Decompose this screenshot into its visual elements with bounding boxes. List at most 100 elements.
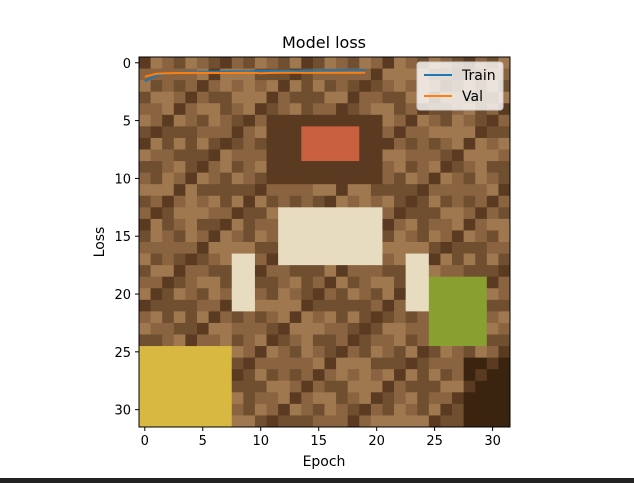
- image-pixel: [440, 114, 453, 127]
- image-pixel: [243, 114, 256, 127]
- x-tick-label: 10: [252, 434, 269, 449]
- image-pixel: [312, 334, 325, 347]
- image-pixel: [208, 207, 221, 220]
- image-pixel: [139, 207, 151, 220]
- image-pixel: [440, 195, 453, 208]
- image-pixel: [498, 161, 511, 174]
- image-pixel: [278, 195, 291, 208]
- image-pixel: [394, 172, 407, 185]
- image-pixel: [417, 253, 430, 266]
- image-pixel: [382, 253, 395, 266]
- image-pixel: [278, 311, 291, 324]
- image-pixel: [173, 380, 186, 393]
- image-pixel: [289, 68, 302, 81]
- y-tick-label: 20: [114, 288, 131, 303]
- image-pixel: [428, 357, 441, 370]
- image-pixel: [220, 299, 233, 312]
- image-pixel: [278, 114, 291, 127]
- image-pixel: [301, 103, 314, 116]
- image-pixel: [324, 242, 337, 254]
- image-pixel: [220, 207, 233, 220]
- image-pixel: [428, 322, 441, 335]
- image-pixel: [266, 242, 279, 254]
- image-pixel: [475, 415, 488, 428]
- image-pixel: [336, 334, 349, 347]
- image-pixel: [266, 195, 279, 208]
- image-pixel: [150, 415, 163, 428]
- image-pixel: [486, 369, 499, 382]
- image-pixel: [417, 334, 430, 347]
- image-pixel: [208, 172, 221, 185]
- image-pixel: [162, 184, 175, 197]
- image-pixel: [312, 369, 325, 382]
- image-pixel: [405, 172, 418, 185]
- image-pixel: [301, 253, 314, 266]
- image-pixel: [208, 137, 221, 150]
- image-pixel: [312, 184, 325, 197]
- image-pixel: [196, 415, 209, 428]
- image-pixel: [278, 299, 291, 312]
- image-pixel: [382, 299, 395, 312]
- image-pixel: [243, 172, 256, 185]
- image-pixel: [475, 346, 488, 359]
- image-pixel: [150, 91, 163, 104]
- image-pixel: [173, 207, 186, 220]
- image-pixel: [208, 242, 221, 254]
- image-pixel: [278, 137, 291, 150]
- image-pixel: [359, 357, 372, 370]
- image-pixel: [405, 207, 418, 220]
- image-pixel: [173, 299, 186, 312]
- image-pixel: [196, 265, 209, 278]
- image-pixel: [312, 172, 325, 185]
- image-pixel: [347, 68, 360, 81]
- image-pixel: [347, 207, 360, 220]
- image-pixel: [139, 137, 151, 150]
- image-pixel: [498, 230, 511, 243]
- image-pixel: [173, 242, 186, 254]
- image-pixel: [185, 114, 198, 127]
- image-pixel: [475, 172, 488, 185]
- image-pixel: [370, 311, 383, 324]
- image-pixel: [278, 369, 291, 382]
- image-pixel: [486, 114, 499, 127]
- image-pixel: [382, 334, 395, 347]
- image-pixel: [162, 195, 175, 208]
- image-pixel: [312, 380, 325, 393]
- image-pixel: [196, 137, 209, 150]
- image-pixel: [382, 311, 395, 324]
- image-pixel: [231, 334, 244, 347]
- image-pixel: [324, 195, 337, 208]
- image-pixel: [266, 322, 279, 335]
- image-pixel: [336, 207, 349, 220]
- image-pixel: [463, 415, 476, 428]
- image-pixel: [301, 346, 314, 359]
- image-pixel: [417, 126, 430, 139]
- image-pixel: [289, 415, 302, 428]
- image-pixel: [312, 137, 325, 150]
- x-tick-label: 0: [141, 434, 149, 449]
- image-pixel: [208, 322, 221, 335]
- image-pixel: [243, 184, 256, 197]
- image-pixel: [208, 265, 221, 278]
- image-pixel: [336, 57, 349, 69]
- image-pixel: [382, 207, 395, 220]
- image-pixel: [336, 357, 349, 370]
- image-pixel: [254, 80, 267, 93]
- image-pixel: [185, 184, 198, 197]
- image-pixel: [220, 369, 233, 382]
- image-pixel: [254, 369, 267, 382]
- image-pixel: [440, 357, 453, 370]
- image-pixel: [243, 68, 256, 81]
- image-pixel: [336, 161, 349, 174]
- image-pixel: [150, 369, 163, 382]
- image-pixel: [498, 299, 511, 312]
- image-pixel: [498, 68, 511, 81]
- image-pixel: [417, 403, 430, 416]
- image-pixel: [173, 230, 186, 243]
- image-pixel: [498, 253, 511, 266]
- image-pixel: [370, 380, 383, 393]
- image-pixel: [185, 392, 198, 405]
- image-pixel: [463, 161, 476, 174]
- image-pixel: [231, 184, 244, 197]
- image-pixel: [347, 80, 360, 93]
